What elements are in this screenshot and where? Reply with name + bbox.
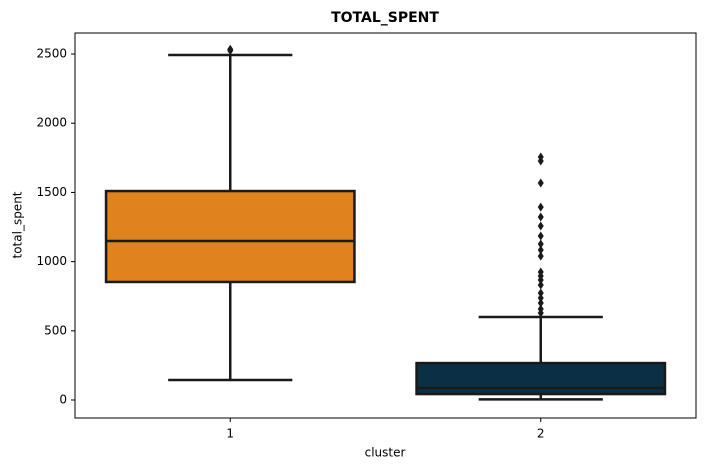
x-axis-label: cluster: [365, 446, 406, 460]
y-tick-label: 0: [59, 393, 67, 407]
outlier: [537, 251, 544, 261]
outlier: [537, 280, 544, 290]
y-tick-label: 2000: [36, 116, 67, 130]
y-tick-label: 500: [44, 323, 67, 337]
box: [104, 189, 356, 284]
outlier: [537, 156, 544, 166]
outlier: [537, 245, 544, 255]
outlier: [537, 231, 544, 241]
outlier: [537, 202, 544, 212]
outlier: [537, 288, 544, 298]
y-tick-label: 1500: [36, 185, 67, 199]
plot-frame: [74, 32, 697, 419]
box: [415, 361, 667, 396]
outlier: [537, 308, 544, 318]
x-tick-label: 1: [226, 427, 234, 441]
chart-title: TOTAL_SPENT: [331, 10, 439, 26]
x-tick-label: 2: [537, 427, 545, 441]
outlier: [537, 212, 544, 222]
y-tick-label: 2500: [36, 47, 67, 61]
y-axis-label: total_spent: [11, 191, 25, 258]
y-tick-label: 1000: [36, 254, 67, 268]
outlier: [537, 178, 544, 188]
outlier: [537, 239, 544, 249]
outlier: [227, 46, 234, 56]
outlier: [537, 275, 544, 285]
outlier: [537, 298, 544, 308]
outlier: [537, 293, 544, 303]
outlier: [537, 221, 544, 231]
